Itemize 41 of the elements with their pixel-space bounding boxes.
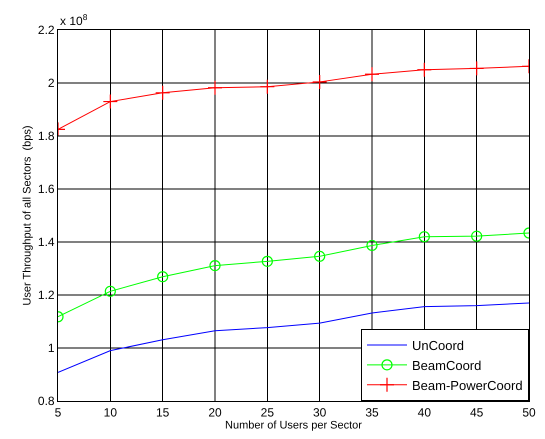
x-tick-label: 50 — [522, 405, 536, 420]
x-tick-label: 5 — [54, 405, 62, 420]
x-tick-label: 45 — [470, 405, 484, 420]
x-tick-label: 35 — [365, 405, 379, 420]
legend-label: Beam-PowerCoord — [412, 378, 523, 393]
y-tick-label: 2.2 — [38, 23, 55, 38]
x-tick-label: 40 — [418, 405, 432, 420]
text: x 10$^{8}$ — [60, 12, 88, 28]
x-tick-label: 10 — [104, 405, 118, 420]
x-tick-label: 30 — [312, 405, 327, 420]
y-tick-label: 1.6 — [38, 182, 55, 196]
point — [416, 62, 432, 78]
line-series — [58, 302, 529, 373]
point — [418, 231, 430, 242]
point — [260, 79, 275, 94]
x-tick-label: 20 — [208, 405, 222, 420]
point — [262, 256, 273, 267]
point — [364, 66, 380, 82]
y-tick-label: 1.4 — [38, 235, 55, 250]
x-tick-label: 25 — [260, 405, 274, 420]
point — [104, 286, 116, 297]
y-tick-label: 1 — [48, 341, 55, 356]
x-tick-label: 15 — [156, 405, 170, 420]
point — [155, 85, 170, 100]
y-tick-label: 1.2 — [38, 288, 55, 302]
y-axis-title: User Throughput of all Sectors (bps) — [22, 125, 34, 306]
x-axis-title: Number of Users per Sector — [225, 420, 362, 432]
point — [157, 271, 168, 282]
y-tick-label: 1.8 — [38, 129, 55, 144]
y-tick-label: 2 — [48, 76, 55, 90]
point — [207, 80, 223, 96]
point — [471, 230, 482, 242]
point — [469, 60, 484, 76]
point — [209, 260, 221, 272]
point — [312, 74, 328, 90]
point — [314, 250, 326, 262]
legend-label: BeamCoord — [412, 358, 482, 373]
y-tick-label: 0.8 — [38, 394, 55, 408]
point — [102, 94, 118, 110]
point — [366, 240, 378, 252]
legend-label: UnCoord — [412, 338, 464, 354]
